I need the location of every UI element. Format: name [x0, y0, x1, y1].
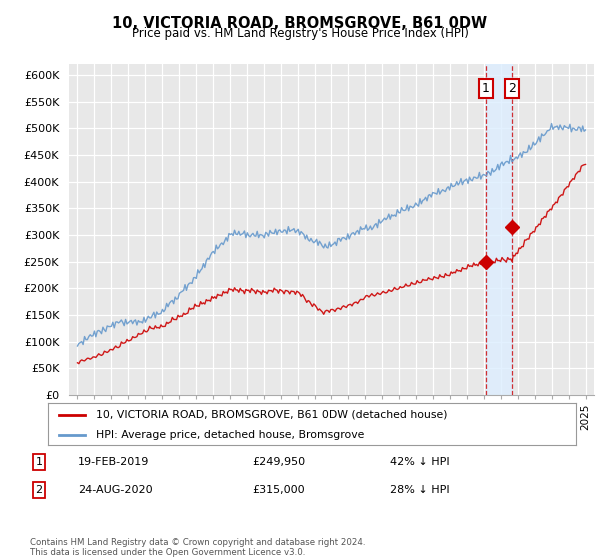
Text: 10, VICTORIA ROAD, BROMSGROVE, B61 0DW: 10, VICTORIA ROAD, BROMSGROVE, B61 0DW — [112, 16, 488, 31]
Text: 19-FEB-2019: 19-FEB-2019 — [78, 457, 149, 467]
Text: HPI: Average price, detached house, Bromsgrove: HPI: Average price, detached house, Brom… — [95, 430, 364, 440]
Text: 42% ↓ HPI: 42% ↓ HPI — [390, 457, 449, 467]
Text: 1: 1 — [35, 457, 43, 467]
Text: Contains HM Land Registry data © Crown copyright and database right 2024.
This d: Contains HM Land Registry data © Crown c… — [30, 538, 365, 557]
Text: 10, VICTORIA ROAD, BROMSGROVE, B61 0DW (detached house): 10, VICTORIA ROAD, BROMSGROVE, B61 0DW (… — [95, 410, 447, 420]
Bar — [486, 64, 512, 395]
Text: 24-AUG-2020: 24-AUG-2020 — [78, 485, 152, 495]
Text: 28% ↓ HPI: 28% ↓ HPI — [390, 485, 449, 495]
Text: £315,000: £315,000 — [252, 485, 305, 495]
Text: 2: 2 — [35, 485, 43, 495]
Text: Price paid vs. HM Land Registry's House Price Index (HPI): Price paid vs. HM Land Registry's House … — [131, 27, 469, 40]
Text: 1: 1 — [482, 82, 490, 95]
Text: £249,950: £249,950 — [252, 457, 305, 467]
Text: 2: 2 — [508, 82, 516, 95]
